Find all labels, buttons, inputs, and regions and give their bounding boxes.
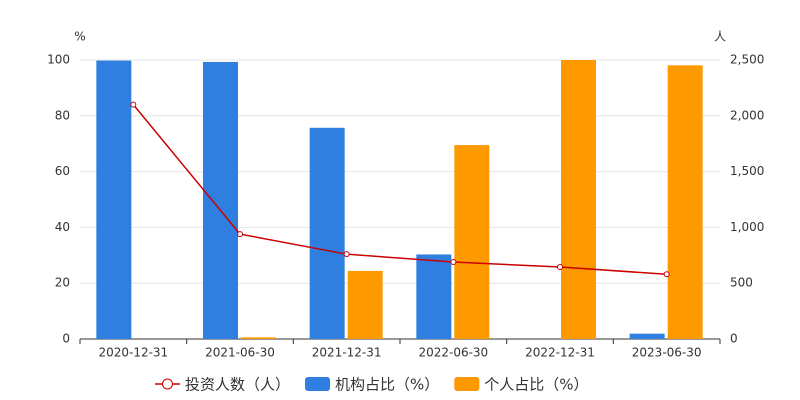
y2-tick-label: 0 — [730, 332, 738, 346]
x-tick-label: 2023-06-30 — [632, 346, 702, 360]
legend: 投资人数（人） 机构占比（%） 个人占比（%） — [155, 376, 589, 394]
x-tick-label: 2021-12-31 — [312, 346, 382, 360]
bar — [309, 127, 345, 339]
y-tick-label: 40 — [55, 220, 70, 234]
y-tick-label: 20 — [55, 276, 70, 290]
legend-swatch — [162, 378, 173, 390]
y-axis-unit: % — [74, 30, 85, 44]
y2-axis-unit: 人 — [714, 30, 726, 44]
y2-tick-label: 2,500 — [730, 53, 764, 67]
bar — [203, 61, 238, 339]
x-tick-label: 2020-12-31 — [98, 346, 168, 360]
line-point — [557, 264, 563, 271]
bar — [561, 60, 596, 339]
legend-swatch — [454, 377, 480, 391]
bar — [96, 60, 132, 340]
y-tick-label: 80 — [55, 108, 70, 122]
bar — [629, 333, 665, 339]
line-point — [663, 271, 670, 278]
bar — [667, 65, 703, 340]
legend-label: 机构占比（%） — [335, 376, 439, 394]
bar — [347, 270, 383, 339]
y2-tick-label: 1,500 — [730, 164, 764, 178]
line-point — [343, 251, 350, 258]
y-tick-label: 0 — [62, 332, 70, 346]
y2-tick-label: 500 — [730, 276, 753, 290]
line-point — [450, 258, 457, 265]
y2-tick-label: 1,000 — [730, 220, 764, 234]
x-tick-label: 2021-06-30 — [205, 346, 275, 360]
legend-label: 个人占比（%） — [484, 376, 588, 394]
bar — [416, 254, 452, 339]
bar — [454, 145, 490, 339]
legend-label: 投资人数（人） — [185, 376, 290, 394]
legend-swatch — [305, 377, 331, 391]
y2-tick-label: 2,000 — [730, 108, 764, 122]
y-tick-label: 100 — [47, 53, 70, 67]
x-tick-label: 2022-06-30 — [418, 346, 488, 360]
line-point — [130, 101, 137, 108]
y-tick-label: 60 — [55, 164, 70, 178]
line-point — [237, 231, 243, 238]
line — [132, 104, 667, 276]
bar — [241, 337, 276, 339]
x-tick-label: 2022-12-31 — [525, 346, 595, 360]
